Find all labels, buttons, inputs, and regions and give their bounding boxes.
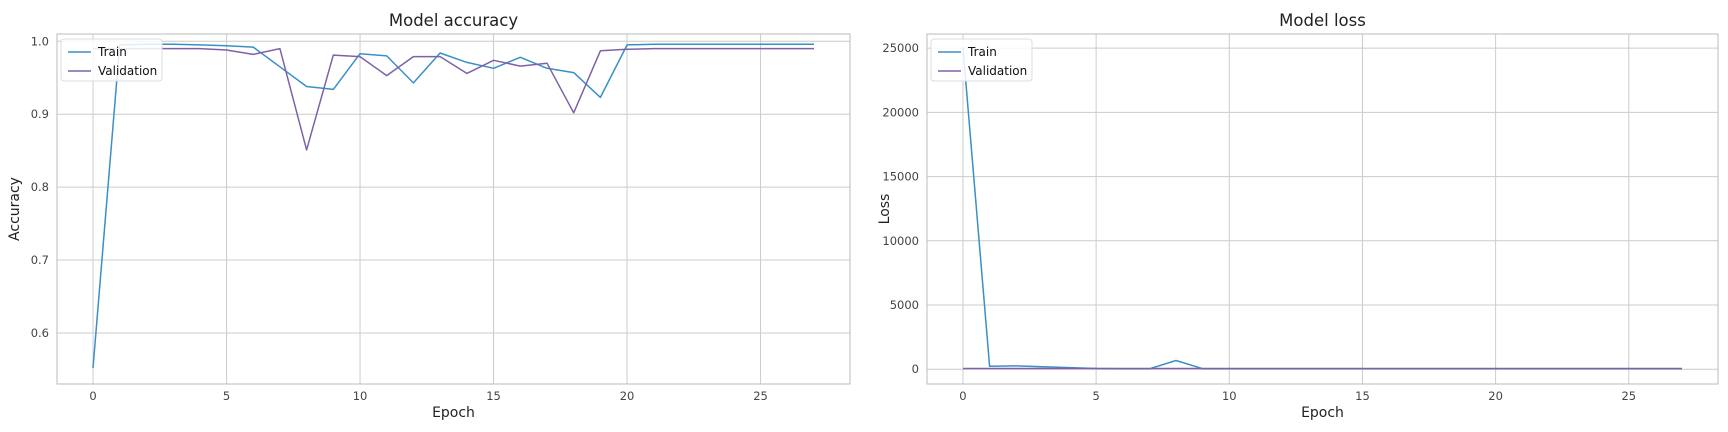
x-tick-label: 0 (89, 389, 96, 403)
plot-frame (56, 33, 851, 385)
x-tick-label: 25 (753, 389, 768, 403)
x-tick-label: 0 (959, 389, 966, 403)
chart-title: Model loss (1279, 11, 1366, 30)
legend-label-train: Train (967, 45, 997, 59)
x-tick-label: 10 (353, 389, 368, 403)
y-axis-label: Accuracy (7, 177, 23, 241)
legend-label-train: Train (97, 45, 127, 59)
accuracy-chart: 0 5 10 15 20 25 0.6 0.7 0.8 0.9 1.0 Model accuracy E… (7, 11, 851, 421)
x-tick-label: 20 (1488, 389, 1503, 403)
y-tick-label: 5000 (890, 298, 919, 312)
plot-area (927, 34, 1718, 384)
y-tick-label: 10000 (882, 234, 919, 248)
legend-label-validation: Validation (968, 64, 1027, 78)
accuracy-series-train-line (92, 43, 814, 369)
plot-frame (926, 33, 1719, 385)
plot-area (57, 34, 850, 384)
x-tick-label: 25 (1621, 389, 1636, 403)
y-tick-label: 0.8 (31, 180, 49, 194)
y-tick-label: 0.7 (31, 253, 49, 267)
x-tick-label: 20 (620, 389, 635, 403)
accuracy-series-validation-line (93, 47, 814, 151)
y-tick-label: 15000 (882, 170, 919, 184)
y-axis-label: Loss (877, 194, 893, 225)
y-tick-label: 0.6 (31, 326, 49, 340)
y-tick-label: 1.0 (31, 34, 49, 48)
legend: Train Validation (60, 38, 163, 82)
x-tick-label: 5 (1092, 389, 1099, 403)
legend-label-validation: Validation (98, 64, 157, 78)
x-axis-label: Epoch (1301, 405, 1344, 421)
chart-title: Model accuracy (389, 11, 518, 30)
x-tick-label: 15 (1355, 389, 1370, 403)
x-axis-label: Epoch (432, 405, 475, 421)
x-tick-label: 15 (486, 389, 501, 403)
x-tick-label: 5 (223, 389, 230, 403)
x-tick-label: 10 (1222, 389, 1237, 403)
y-tick-label: 0.9 (31, 107, 49, 121)
loss-chart: 0 5 10 15 20 25 0 5000 10000 15000 20000 25000 Model… (877, 11, 1719, 421)
y-tick-label: 0 (912, 362, 919, 376)
y-tick-label: 25000 (882, 41, 919, 55)
y-tick-label: 20000 (882, 105, 919, 119)
legend: Train Validation (930, 38, 1033, 82)
